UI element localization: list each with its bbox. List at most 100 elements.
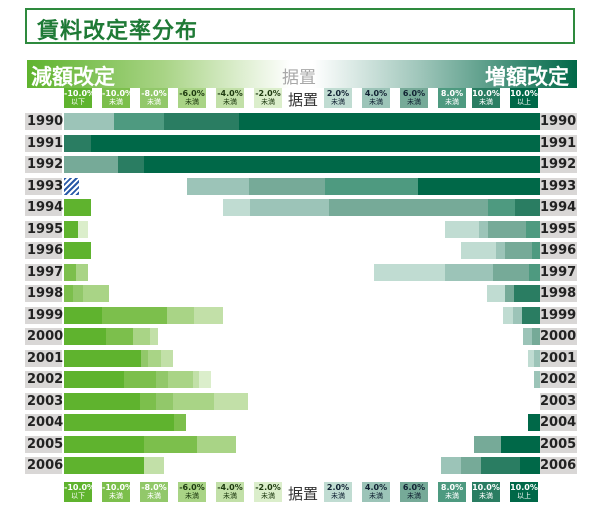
bar-segment-decrease — [156, 392, 173, 410]
bar-segment-increase — [90, 134, 540, 152]
legend-item: 4.0% 未満 — [362, 88, 390, 108]
chart-title: 賃料改定率分布 — [37, 19, 199, 44]
legend-flat-label: 据置 — [288, 91, 319, 109]
legend-item: 6.0% 未満 — [400, 482, 428, 502]
legend-sublabel: 以上 — [517, 492, 531, 500]
legend-item: -8.0% 未満 — [140, 88, 168, 108]
bar-segment-decrease — [149, 328, 159, 345]
legend-label: 10.0% — [510, 89, 538, 98]
bar-segment-increase — [460, 242, 496, 259]
legend-label: -2.0% — [255, 483, 281, 492]
year-label-right: 2003 — [540, 392, 577, 410]
legend-item: 10.0% 以上 — [510, 88, 538, 108]
legend-sublabel: 未満 — [369, 492, 383, 500]
legend-sublabel: 未満 — [185, 98, 199, 106]
legend-item: -10.0% 以下 — [64, 482, 95, 502]
bar-segment-increase — [238, 113, 540, 130]
legend-sublabel: 未満 — [407, 492, 421, 500]
legend-item: 10.0% 未満 — [472, 88, 500, 108]
bar-segment-increase — [478, 220, 489, 238]
flat-heading: 据置 — [282, 68, 316, 88]
legend-item: -4.0% 未満 — [216, 482, 244, 502]
legend-sublabel: 未満 — [185, 492, 199, 500]
legend-sublabel: 未満 — [147, 98, 161, 106]
bar-segment-increase — [117, 156, 144, 173]
year-label-left: 1995 — [25, 220, 64, 238]
bar-segment-increase — [514, 199, 540, 216]
bar-segment-decrease — [198, 371, 212, 388]
bar-segment-decrease — [166, 306, 195, 324]
bar-segment-increase — [531, 242, 540, 259]
bar-segment-increase — [534, 349, 540, 367]
bar-segment-decrease — [64, 414, 174, 431]
legend-item: -6.0% 未満 — [178, 88, 206, 108]
legend-label: 8.0% — [440, 483, 464, 492]
bar-segment-increase — [445, 220, 479, 238]
bar-segment-decrease — [214, 392, 248, 410]
legend-label: 6.0% — [402, 483, 426, 492]
bar-segment-increase — [527, 349, 535, 367]
legend-label: 8.0% — [440, 89, 464, 98]
legend-sublabel: 以下 — [71, 492, 85, 500]
legend-label: -2.0% — [255, 89, 281, 98]
bar-segment-decrease — [64, 328, 107, 345]
year-label-left: 1999 — [25, 306, 64, 324]
bar-segment-increase — [522, 306, 540, 324]
legend-sublabel: 未満 — [331, 492, 345, 500]
year-label-left: 1992 — [25, 156, 64, 173]
year-label-right: 2004 — [540, 414, 577, 431]
legend-item: -2.0% 未満 — [254, 88, 282, 108]
title-box: 賃料改定率分布 — [25, 8, 575, 44]
bar-segment-decrease — [192, 371, 199, 388]
bar-segment-decrease — [160, 349, 174, 367]
bar-segment-decrease — [75, 263, 88, 281]
bar-segment-increase — [114, 113, 165, 130]
bar-segment-increase — [512, 306, 523, 324]
bar-segment-decrease — [140, 349, 149, 367]
legend-sublabel: 未満 — [109, 98, 123, 106]
year-label-left: 2001 — [25, 349, 64, 367]
legend-item: -10.0% 未満 — [102, 88, 134, 108]
legend-label: 2.0% — [326, 89, 350, 98]
bar-segment-increase — [480, 457, 521, 474]
legend-label: 10.0% — [472, 89, 500, 98]
bar-segment-increase — [523, 328, 533, 345]
bar-segment-decrease — [64, 435, 144, 453]
bar-segment-decrease — [64, 263, 76, 281]
legend-item: 4.0% 未満 — [362, 482, 390, 502]
legend-sublabel: 未満 — [445, 492, 459, 500]
bar-segment-increase — [488, 199, 515, 216]
bar-segment-increase — [222, 199, 250, 216]
legend-sublabel: 未満 — [407, 98, 421, 106]
legend-label: -10.0% — [102, 89, 134, 98]
bar-segment-decrease — [64, 457, 144, 474]
bar-segment-increase — [64, 134, 91, 152]
bar-segment-decrease — [64, 371, 125, 388]
legend-item: 6.0% 未満 — [400, 88, 428, 108]
legend-sublabel: 以下 — [71, 98, 85, 106]
year-label-right: 2000 — [540, 328, 577, 345]
bar-segment-increase — [526, 220, 540, 238]
bar-segment-increase — [500, 435, 540, 453]
bar-segment-decrease — [64, 285, 74, 302]
legend-label: -4.0% — [217, 89, 243, 98]
year-label-right: 2006 — [540, 457, 577, 474]
legend-sublabel: 未満 — [223, 492, 237, 500]
legend-flat-label: 据置 — [288, 485, 319, 503]
bar-segment-decrease — [106, 328, 133, 345]
bar-segment-increase — [532, 328, 540, 345]
legend-item: 10.0% 未満 — [472, 482, 500, 502]
year-label-left: 1993 — [25, 177, 64, 195]
legend-item: -2.0% 未満 — [254, 482, 282, 502]
bar-segment-decrease — [155, 371, 168, 388]
bar-segment-decrease — [197, 435, 237, 453]
legend-sublabel: 未満 — [223, 98, 237, 106]
increase-heading: 増額改定 — [485, 65, 569, 89]
legend-sublabel: 未満 — [331, 98, 345, 106]
legend-label: -4.0% — [217, 483, 243, 492]
bar-segment-increase — [486, 285, 505, 302]
bar-segment-increase — [445, 263, 493, 281]
legend-sublabel: 未満 — [445, 98, 459, 106]
year-label-left: 2005 — [25, 435, 64, 453]
